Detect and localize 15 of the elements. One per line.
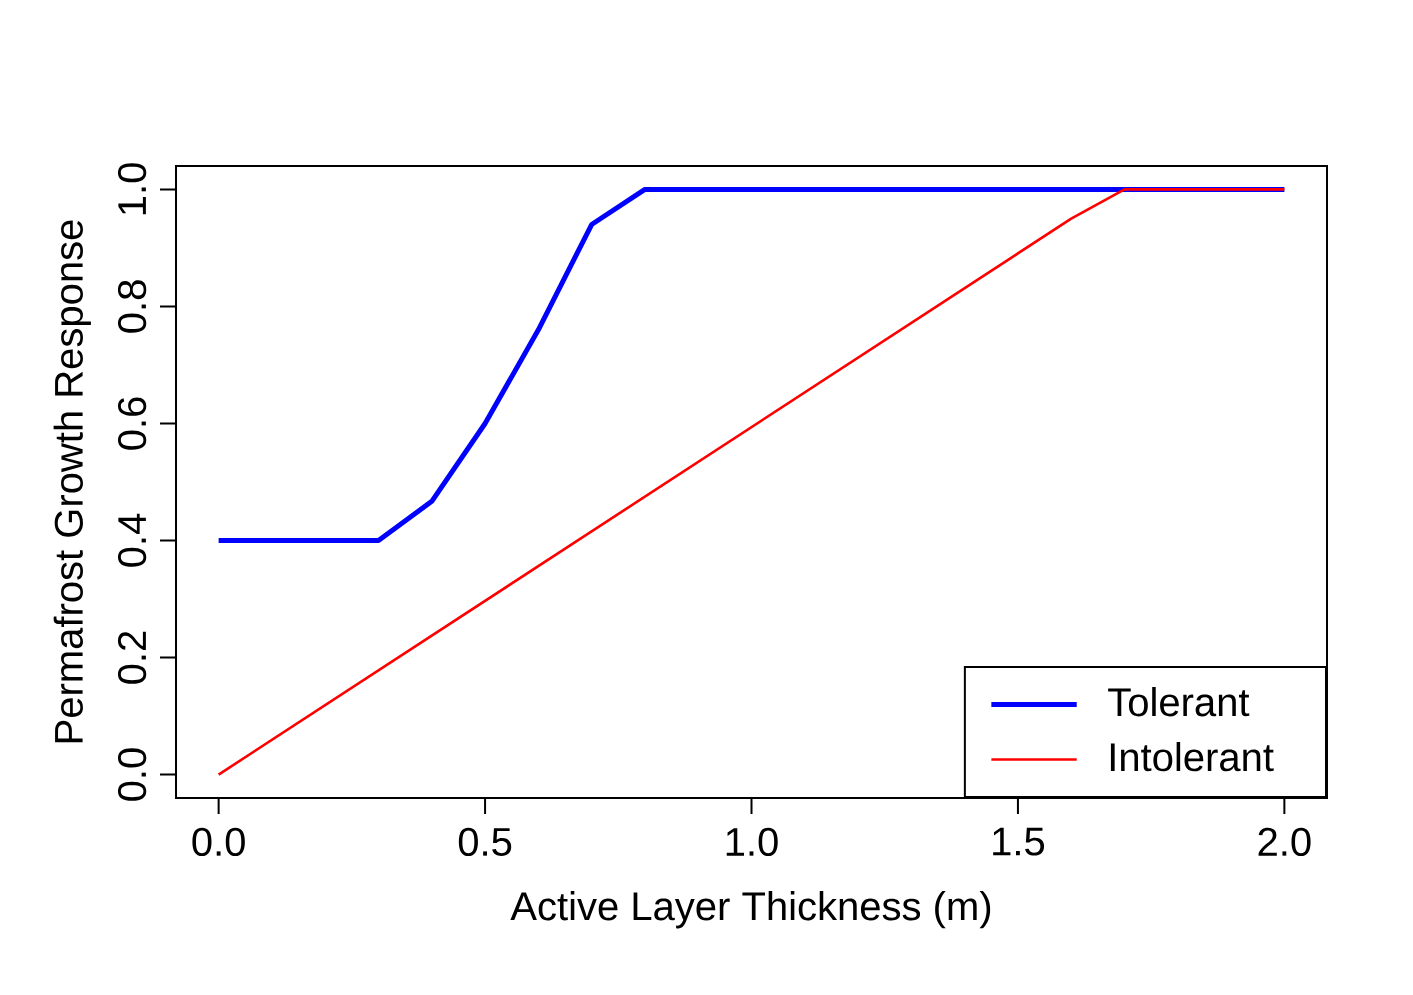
legend-label: Tolerant bbox=[1108, 687, 1250, 717]
x-tick-label: 1.0 bbox=[726, 827, 778, 857]
y-tick-label: 1.0 bbox=[117, 163, 147, 215]
y-axis-title: Permafrost Growth Response bbox=[53, 220, 91, 743]
x-tick-label: 0.0 bbox=[192, 827, 245, 857]
y-tick-label: 0.8 bbox=[117, 280, 147, 333]
y-tick-label: 0.6 bbox=[117, 397, 147, 450]
legend-label: Intolerant bbox=[1110, 742, 1274, 772]
y-tick-label: 0.4 bbox=[117, 513, 147, 567]
x-axis-title: Active Layer Thickness (m) bbox=[510, 891, 991, 929]
x-tick-label: 2.0 bbox=[1258, 827, 1311, 857]
y-tick-label: 0.0 bbox=[117, 748, 147, 801]
y-tick-label: 0.2 bbox=[117, 631, 147, 684]
x-tick-label: 0.5 bbox=[458, 827, 512, 857]
x-tick-label: 1.5 bbox=[993, 827, 1045, 856]
